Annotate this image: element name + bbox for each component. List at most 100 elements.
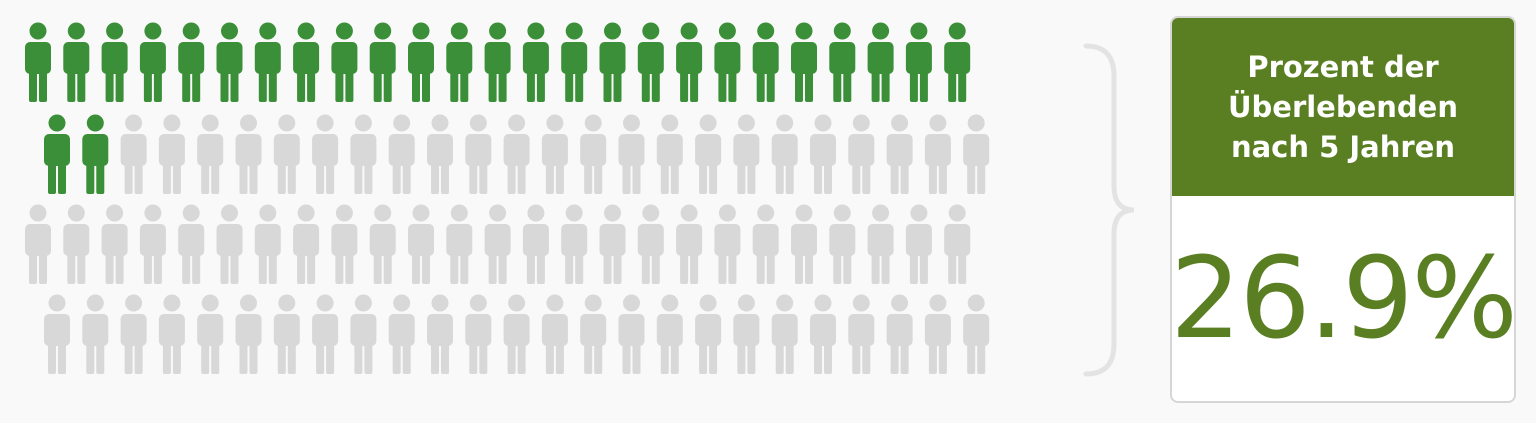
person-icon (120, 294, 147, 374)
person-icon (465, 114, 492, 194)
person-icon-highlighted (446, 22, 473, 102)
person-icon (656, 294, 683, 374)
survival-stat-card: Prozent der Überlebenden nach 5 Jahren 2… (1170, 16, 1516, 403)
person-icon (293, 204, 320, 284)
person-icon (924, 294, 951, 374)
person-icon (752, 204, 779, 284)
person-icon-highlighted (484, 22, 511, 102)
person-icon-highlighted (561, 22, 588, 102)
person-icon (44, 294, 70, 374)
person-icon (695, 114, 722, 194)
person-icon (541, 114, 568, 194)
person-icon (618, 114, 645, 194)
stat-label-line-3: nach 5 Jahren (1230, 130, 1456, 164)
person-icon-highlighted (82, 114, 109, 194)
person-icon-highlighted (522, 22, 549, 102)
stat-label: Prozent der Überlebenden nach 5 Jahren (1193, 47, 1493, 167)
person-icon-highlighted (752, 22, 779, 102)
person-icon (561, 204, 588, 284)
person-icon (273, 114, 300, 194)
person-icon (465, 294, 492, 374)
person-icon (522, 204, 549, 284)
person-icon-highlighted (867, 22, 894, 102)
person-icon-highlighted (293, 22, 320, 102)
person-icon-highlighted (63, 22, 90, 102)
person-icon-highlighted (829, 22, 856, 102)
person-icon (178, 204, 205, 284)
person-icon (580, 114, 607, 194)
person-icon-highlighted (216, 22, 243, 102)
person-icon-highlighted (44, 114, 70, 194)
person-icon (369, 204, 396, 284)
person-icon (886, 114, 913, 194)
person-icon (676, 204, 703, 284)
person-icon (254, 204, 281, 284)
person-icon (924, 114, 951, 194)
person-icon-highlighted (369, 22, 396, 102)
person-icon (63, 204, 90, 284)
person-icon (599, 204, 626, 284)
stat-body: 26.9% (1172, 196, 1514, 401)
person-icon (580, 294, 607, 374)
person-icon (82, 294, 109, 374)
person-icon (618, 294, 645, 374)
person-icon (771, 114, 798, 194)
person-icon (637, 204, 664, 284)
person-icon-highlighted (791, 22, 817, 102)
person-icon (810, 114, 836, 194)
person-icon-highlighted (178, 22, 205, 102)
person-icon-highlighted (331, 22, 358, 102)
person-icon-highlighted (139, 22, 166, 102)
person-icon-highlighted (254, 22, 281, 102)
person-icon (905, 204, 932, 284)
person-icon (331, 204, 358, 284)
person-icon (714, 204, 741, 284)
person-icon (427, 114, 453, 194)
person-icon (350, 114, 377, 194)
person-icon (350, 294, 377, 374)
person-icon-highlighted (714, 22, 741, 102)
person-icon (656, 114, 683, 194)
person-icon (120, 114, 147, 194)
person-icon (25, 204, 51, 284)
person-icon-highlighted (944, 22, 971, 102)
person-icon-highlighted (599, 22, 626, 102)
person-icon (963, 294, 990, 374)
stat-value: 26.9% (1170, 233, 1516, 364)
bracket-icon (1083, 43, 1135, 377)
person-icon (158, 114, 185, 194)
person-icon (733, 294, 760, 374)
person-icon (273, 294, 300, 374)
person-icon (312, 294, 339, 374)
person-icon (388, 114, 415, 194)
person-icon (427, 294, 453, 374)
person-icon (541, 294, 568, 374)
person-icon (695, 294, 722, 374)
person-icon (963, 114, 990, 194)
person-icon (867, 204, 894, 284)
person-icon (312, 114, 339, 194)
stat-label-line-1: Prozent der (1247, 50, 1439, 84)
person-icon (733, 114, 760, 194)
person-icon-highlighted (905, 22, 932, 102)
person-icon (771, 294, 798, 374)
person-icon (197, 294, 224, 374)
person-icon (791, 204, 817, 284)
person-icon (446, 204, 473, 284)
stat-header: Prozent der Überlebenden nach 5 Jahren (1172, 18, 1514, 196)
person-icon-highlighted (408, 22, 434, 102)
person-icon (848, 114, 875, 194)
person-icon (810, 294, 836, 374)
survival-pictograph (25, 22, 990, 374)
person-icon (944, 204, 971, 284)
person-icon (388, 294, 415, 374)
person-icon (503, 294, 530, 374)
person-icon-highlighted (25, 22, 51, 102)
stat-label-line-2: Überlebenden (1227, 90, 1459, 124)
person-icon-highlighted (637, 22, 664, 102)
person-icon (484, 204, 511, 284)
person-icon (408, 204, 434, 284)
person-icon (503, 114, 530, 194)
person-icon (101, 204, 128, 284)
person-icon (829, 204, 856, 284)
